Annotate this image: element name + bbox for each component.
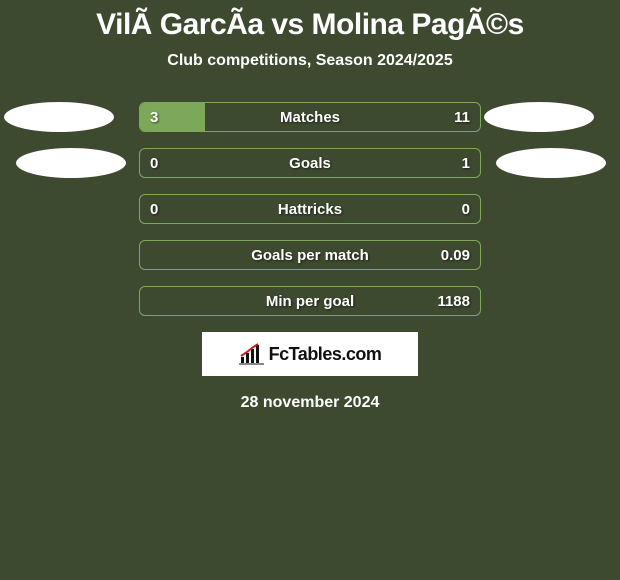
stat-label: Min per goal — [140, 287, 480, 316]
stat-row: 0Hattricks0 — [139, 194, 481, 224]
stat-label: Goals — [140, 149, 480, 178]
stat-value-right: 0.09 — [441, 241, 470, 270]
stat-row: Goals per match0.09 — [139, 240, 481, 270]
player-right-marker — [484, 102, 594, 132]
bar-chart-icon — [239, 343, 265, 365]
page-title: VilÃ GarcÃa vs Molina PagÃ©s — [0, 8, 620, 42]
stat-row: Min per goal1188 — [139, 286, 481, 316]
stat-label: Goals per match — [140, 241, 480, 270]
stat-row: 0Goals1 — [139, 148, 481, 178]
logo-text: FcTables.com — [269, 344, 382, 365]
stat-value-right: 1 — [462, 149, 470, 178]
stat-row: 3Matches11 — [139, 102, 481, 132]
source-logo: FcTables.com — [202, 332, 418, 376]
player-left-marker — [4, 102, 114, 132]
player-right-marker — [496, 148, 606, 178]
stats-rows: 3Matches110Goals10Hattricks0Goals per ma… — [0, 102, 620, 316]
stat-label: Hattricks — [140, 195, 480, 224]
player-left-marker — [16, 148, 126, 178]
date-line: 28 november 2024 — [0, 394, 620, 412]
stat-value-right: 0 — [462, 195, 470, 224]
comparison-card: VilÃ GarcÃa vs Molina PagÃ©s Club compet… — [0, 0, 620, 412]
stat-value-right: 11 — [454, 103, 470, 132]
stat-label: Matches — [140, 103, 480, 132]
subtitle: Club competitions, Season 2024/2025 — [0, 52, 620, 70]
stat-value-right: 1188 — [437, 287, 470, 316]
